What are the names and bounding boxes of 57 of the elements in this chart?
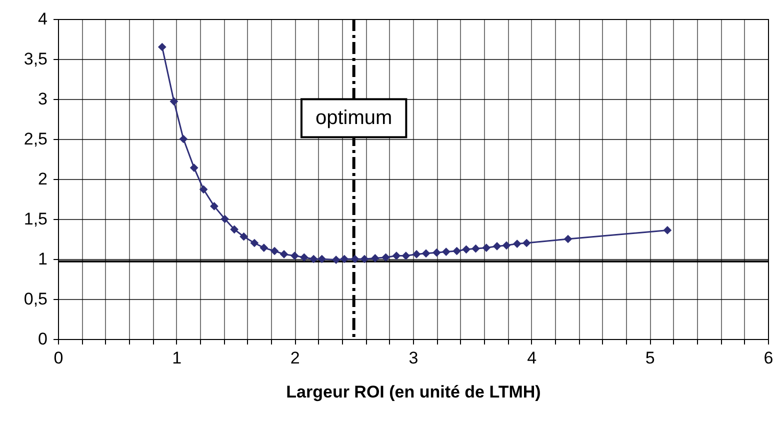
point: [522, 238, 531, 248]
point: [179, 134, 188, 144]
point: [199, 185, 208, 194]
point: [280, 250, 288, 258]
point: [432, 248, 441, 257]
point: [452, 246, 461, 256]
point: [300, 253, 308, 262]
y-tick-label: 2: [38, 170, 48, 188]
point: [220, 214, 230, 224]
point: [270, 246, 279, 256]
point: [260, 244, 268, 252]
point: [392, 252, 401, 260]
point: [492, 242, 502, 250]
y-tick-label: 2,5: [24, 130, 48, 148]
point: [472, 244, 480, 253]
point: [340, 254, 349, 264]
x-axis-title: Largeur ROI (en unité de LTMH): [286, 382, 541, 402]
ref-line-label: optimum: [315, 107, 392, 130]
point: [290, 252, 299, 260]
point: [402, 252, 410, 260]
point: [210, 202, 218, 210]
point: [318, 254, 326, 264]
point: [502, 241, 511, 250]
x-tick-label: 3: [408, 348, 418, 368]
point: [370, 254, 380, 262]
point: [309, 254, 318, 264]
point: [412, 250, 421, 258]
point: [350, 254, 360, 264]
point: [230, 225, 238, 234]
x-tick-label: 6: [764, 348, 774, 368]
x-tick-label: 1: [172, 348, 182, 368]
point: [240, 232, 248, 241]
y-tick-label: 3,5: [24, 50, 48, 68]
point: [512, 240, 522, 248]
point: [482, 244, 491, 252]
x-tick-label: 5: [645, 348, 655, 368]
y-tick-label: 0,5: [24, 290, 48, 308]
x-tick-label: 0: [54, 348, 64, 368]
y-tick-label: 0: [38, 330, 48, 348]
x-tick-label: 2: [290, 348, 300, 368]
x-tick-label: 4: [527, 348, 537, 368]
point: [663, 226, 672, 234]
point: [158, 42, 166, 52]
point: [332, 256, 340, 264]
point: [190, 164, 198, 172]
point: [250, 238, 259, 248]
point: [462, 245, 470, 254]
point: [442, 248, 450, 256]
point: [382, 253, 390, 262]
y-tick-label: 4: [38, 10, 48, 28]
point: [170, 97, 178, 106]
y-tick-label: 1,5: [24, 210, 48, 228]
point: [360, 254, 369, 264]
y-tick-label: 3: [38, 90, 48, 108]
y-tick-label: 1: [38, 250, 48, 268]
point: [422, 249, 430, 258]
point: [564, 234, 572, 244]
